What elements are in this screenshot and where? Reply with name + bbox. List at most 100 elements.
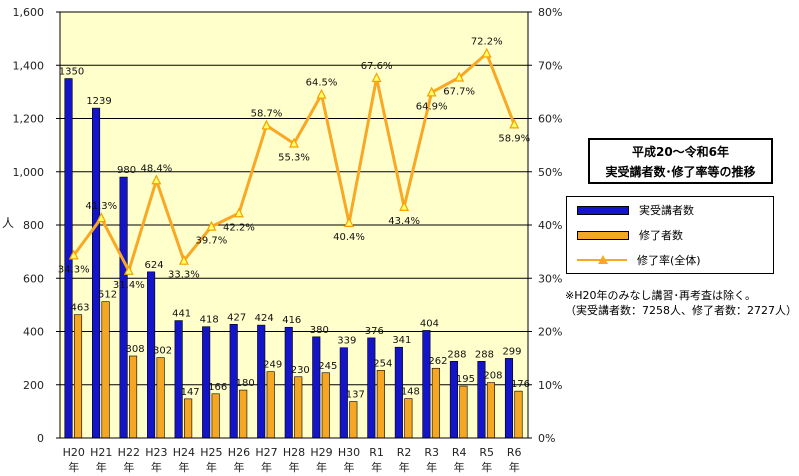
axes: 0 200 400 600 800 1,000 1,200 1,400 1,600 0% 10% 20… [13,6,563,474]
x-tick-label: H29 [310,446,332,459]
bar-completers [321,372,330,439]
completion-rate-marker [123,264,134,275]
x-tick-label-suffix: 年 [123,460,134,474]
x-tick-label: R6 [507,446,522,459]
x-tick-label: R4 [452,446,467,459]
y-tick-label: 400 [23,326,44,339]
x-tick-label-suffix: 年 [261,460,272,474]
data-label-completers: 254 [373,358,392,369]
x-tick-label-suffix: 年 [96,460,107,474]
data-label-rate: 64.5% [306,78,338,89]
x-tick-label: H22 [118,446,140,459]
legend-label: 実受講者数 [639,204,694,217]
y-tick-label: 1,200 [13,113,45,126]
data-label-completers: 137 [346,390,365,401]
data-label-rate: 39.7% [196,236,228,247]
bar-completers [266,371,275,439]
bar-completers [73,314,83,439]
data-label-completers: 208 [483,371,502,382]
bar-completers [486,382,496,439]
x-tick-label: H20 [63,446,85,459]
data-label-rate: 58.9% [498,133,530,144]
data-label-completers: 147 [181,387,200,398]
x-tick-label-suffix: 年 [151,460,162,474]
y2-tick-label: 10% [538,379,562,392]
x-tick-label-suffix: 年 [289,460,300,474]
legend-swatch-line [577,253,627,267]
chart-title-line-2: 実受講者数･修了率等の推移 [605,165,756,179]
bar-actual-attendees [504,358,514,439]
x-tick-label-suffix: 年 [454,460,465,474]
x-tick-label-suffix: 年 [509,460,520,474]
data-label-rate: 64.9% [416,101,448,112]
footnote-line-2: （実受講者数：7258人、修了者数：2727人） [565,304,797,317]
legend-item-actual: 実受講者数 [577,201,694,219]
y2-tick-label: 0% [538,432,555,445]
x-tick-label-suffix: 年 [481,460,492,474]
completion-rate-marker [344,217,355,227]
x-tick-label: H26 [228,446,250,459]
bar-completers [156,357,165,439]
y2-tick-label: 70% [538,59,562,72]
data-labels: 1350 463 1239 512 980 308 624 302 441 147 418 166 42… [58,37,530,401]
data-label-actual: 404 [420,318,439,329]
y-tick-label: 800 [23,219,44,232]
y2-tick-label: 50% [538,166,562,179]
bar-actual-attendees [284,326,293,439]
data-label-completers: 308 [126,344,145,355]
data-label-rate: 43.4% [388,216,420,227]
legend-item-rate: 修了率(全体) [577,251,701,269]
x-tick-label: R2 [397,446,412,459]
x-tick-label-suffix: 年 [233,460,244,474]
bar-actual-attendees [257,324,266,439]
y2-tick-label: 40% [538,219,562,232]
bar-actual-attendees [312,336,321,439]
legend-label: 修了率(全体) [637,254,701,267]
y2-tick-label: 30% [538,272,562,285]
completion-rate-marker [316,88,327,99]
data-label-rate: 67.7% [443,86,475,97]
completion-rate-marker [96,212,107,223]
bar-completers [129,355,138,439]
data-label-actual: 424 [255,313,274,324]
data-label-actual: 624 [145,260,164,271]
data-label-completers: 463 [70,303,89,314]
x-tick-label: H25 [200,446,222,459]
data-label-completers: 512 [98,290,117,301]
bar-completers [211,393,220,439]
x-tick-label: H30 [338,446,360,459]
data-label-actual: 341 [392,335,411,346]
data-label-completers: 302 [153,346,172,357]
chart-title: 平成20～令和6年 実受講者数･修了率等の推移 [588,138,773,184]
completion-rate-marker [371,72,382,83]
completion-rate-marker [68,249,79,260]
data-label-rate: 34.3% [58,264,90,275]
legend: 実受講者数 修了者数 修了率(全体) [566,196,774,274]
data-label-rate: 31.4% [113,280,145,291]
data-label-actual: 427 [227,312,246,323]
bar-actual-attendees [449,361,458,439]
series-completers [73,301,523,439]
data-label-actual: 299 [502,346,521,357]
series-completion-rate [68,47,520,275]
x-tick-label: H21 [90,446,112,459]
x-tick-label-suffix: 年 [178,460,189,474]
bar-completers [294,376,303,439]
data-label-rate: 48.4% [140,163,172,174]
data-label-completers: 245 [318,361,337,372]
completion-rate-marker [454,71,465,82]
y2-tick-label: 60% [538,113,562,126]
y-axis-label: 人 [2,216,14,230]
y-tick-label: 1,600 [13,6,45,19]
data-label-completers: 195 [456,374,475,385]
data-label-actual: 380 [310,325,329,336]
y2-tick-label: 20% [538,326,562,339]
data-label-actual: 980 [117,165,136,176]
x-tick-label: R1 [369,446,384,459]
data-label-actual: 1350 [59,67,84,78]
data-label-completers: 180 [236,378,255,389]
bar-completers [431,367,440,439]
x-tick-label: R3 [424,446,439,459]
x-tick-label-suffix: 年 [426,460,437,474]
